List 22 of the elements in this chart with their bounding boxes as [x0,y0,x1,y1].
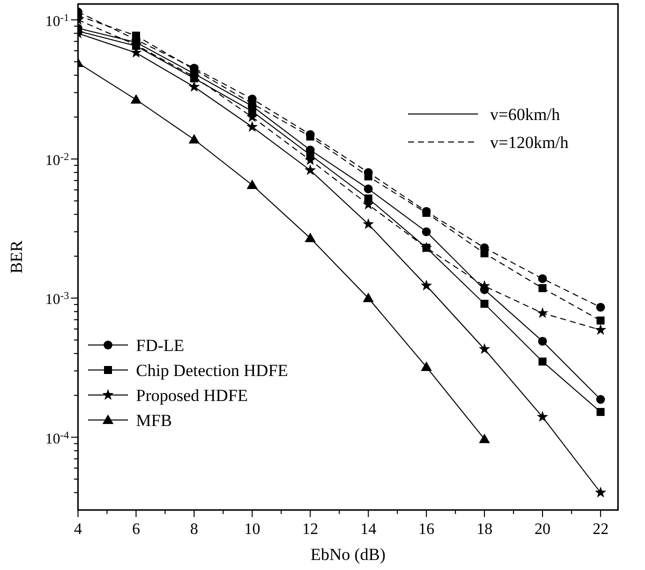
y-tick-label: 10$^{-3}$ [45,290,69,308]
x-tick-label: 22 [592,521,609,538]
x-axis-title: EbNo (dB) [310,545,386,564]
x-tick-label: 18 [476,521,492,538]
y-tick-label: 10$^{-2}$ [45,151,69,169]
x-tick-label: 20 [534,521,551,538]
legend-label: Proposed HDFE [136,386,248,405]
y-axis-title: BER [7,240,26,274]
x-tick-label: 14 [360,521,376,538]
x-tick-label: 6 [132,521,140,538]
y-tick-label: 10$^{-1}$ [45,12,69,30]
x-tick-label: 12 [302,521,318,538]
x-tick-label: 10 [244,521,260,538]
x-tick-label: 4 [74,521,82,538]
annotation: v=120km/h [490,133,570,152]
y-tick-label: 10$^{-4}$ [45,430,70,448]
annotation: v=60km/h [490,105,561,124]
x-tick-label: 8 [190,521,198,538]
x-tick-label: 16 [418,521,434,538]
legend-label: MFB [136,411,172,430]
legend-label: FD-LE [136,336,184,355]
legend-label: Chip Detection HDFE [136,361,288,380]
